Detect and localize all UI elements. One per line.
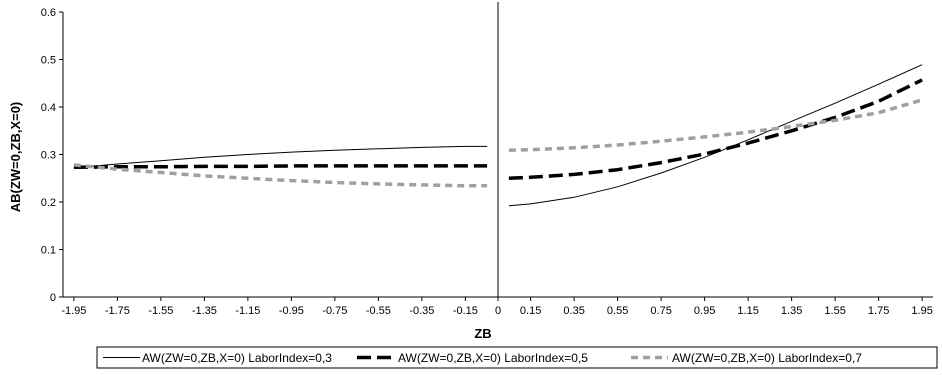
legend-label-1: AW(ZW=0,ZB,X=0) LaborIndex=0,3 — [142, 351, 332, 365]
x-tick-label: 0.55 — [607, 305, 628, 317]
y-tick-label: 0.1 — [41, 245, 56, 257]
x-tick-label: -1.75 — [105, 305, 130, 317]
x-axis: -1.95 -1.75 -1.55 -1.35 -1.15 -0.95 -0.75 -0.55… — [61, 2, 933, 317]
y-axis: 0 0.1 0.2 0.3 0.4 0.5 0.6 — [41, 7, 64, 304]
legend-label-2: AW(ZW=0,ZB,X=0) LaborIndex=0,5 — [398, 351, 588, 365]
y-tick-label: 0.4 — [41, 102, 56, 114]
legend-label-3: AW(ZW=0,ZB,X=0) LaborIndex=0,7 — [672, 351, 862, 365]
x-axis-title: ZB — [474, 326, 491, 341]
y-tick-label: 0.5 — [41, 55, 56, 67]
y-tick-label: 0.3 — [41, 150, 56, 162]
series-1-line-segment-1 — [73, 145, 488, 169]
x-tick-label: 0.95 — [694, 305, 715, 317]
x-tick-label: -0.35 — [409, 305, 434, 317]
x-tick-label: 1.75 — [868, 305, 889, 317]
legend: AW(ZW=0,ZB,X=0) LaborIndex=0,3 AW(ZW=0,Z… — [96, 346, 938, 369]
x-tick-label: 1.95 — [911, 305, 932, 317]
series-1-line-segment-2 — [508, 64, 923, 207]
x-tick-label: -0.55 — [366, 305, 391, 317]
x-tick-label: 0.15 — [520, 305, 541, 317]
series-3-line-segment-2 — [508, 98, 923, 152]
x-tick-label: -1.95 — [61, 305, 86, 317]
x-tick-label: 1.15 — [737, 305, 758, 317]
x-tick-label: -1.55 — [148, 305, 173, 317]
series-2-line-segment-1 — [73, 164, 488, 170]
x-tick-label: -0.15 — [453, 305, 478, 317]
y-tick-label: 0.2 — [41, 197, 56, 209]
series-2-line-segment-2 — [508, 78, 923, 181]
x-tick-label: -0.95 — [279, 305, 304, 317]
y-axis-title-group: AB(ZW=0,ZB,X=0) — [8, 102, 23, 213]
x-tick-label: -1.35 — [192, 305, 217, 317]
x-tick-label: 0.35 — [563, 305, 584, 317]
plot-area — [73, 64, 923, 207]
x-tick-label: 1.55 — [824, 305, 845, 317]
legend-box — [96, 346, 938, 369]
x-tick-label: -0.75 — [322, 305, 347, 317]
x-tick-label: 0 — [495, 305, 501, 317]
series-3-line-segment-1 — [73, 163, 488, 188]
x-tick-label: 0.75 — [650, 305, 671, 317]
y-axis-title: AB(ZW=0,ZB,X=0) — [8, 102, 23, 213]
x-tick-label: -1.15 — [235, 305, 260, 317]
x-tick-label: 1.35 — [781, 305, 802, 317]
y-tick-label: 0.6 — [41, 7, 56, 19]
y-tick-label: 0 — [50, 292, 56, 304]
